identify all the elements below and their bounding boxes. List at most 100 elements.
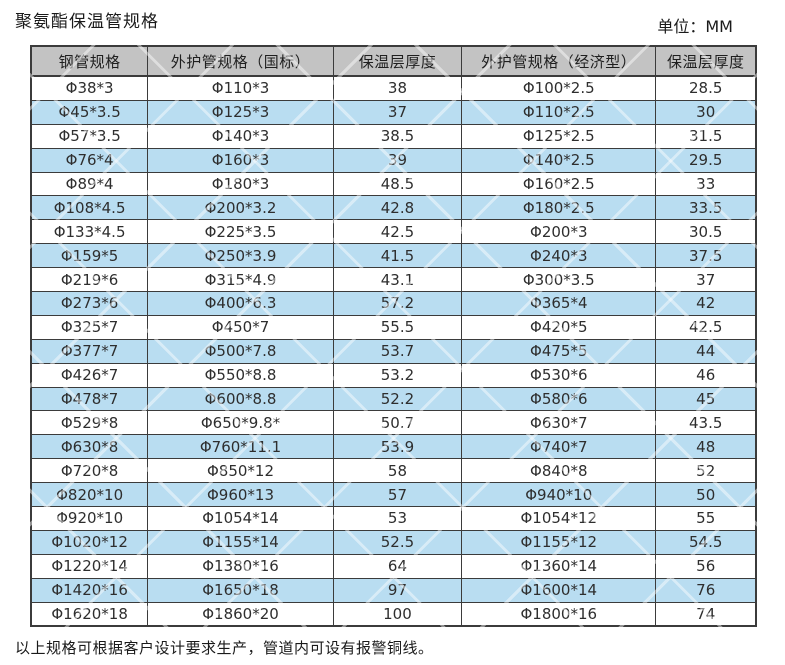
table-cell: 33 [655, 171, 757, 197]
table-row: Φ76*4 Φ160*3 39 Φ140*2.5 29.5 [30, 147, 757, 173]
table-cell: 100 [332, 601, 463, 627]
table-row: Φ1620*18 Φ1860*20 100 Φ1800*16 74 [30, 601, 757, 627]
table-cell: Φ140*3 [147, 123, 334, 149]
table-cell: 55 [655, 506, 757, 531]
table-cell: Φ1420*16 [30, 577, 149, 603]
table-cell: 37 [655, 267, 757, 293]
table-cell: 42 [655, 291, 757, 316]
table-row: Φ377*7 Φ500*7.8 53.7 Φ475*5 44 [30, 338, 757, 364]
table-cell: Φ1800*16 [461, 601, 657, 627]
table-cell: Φ377*7 [30, 338, 149, 364]
table-row: Φ57*3.5 Φ140*3 38.5 Φ125*2.5 31.5 [30, 123, 757, 149]
table-cell: Φ1360*14 [461, 553, 657, 579]
table-cell: Φ530*6 [461, 362, 657, 388]
table-cell: 52 [655, 458, 757, 484]
table-cell: Φ225*3.5 [147, 219, 334, 245]
table-cell: Φ200*3 [461, 219, 657, 245]
table-row: Φ273*6 Φ400*6.3 57.2 Φ365*4 42 [30, 291, 757, 316]
table-row: Φ1420*16 Φ1650*18 97 Φ1600*14 76 [30, 577, 757, 603]
table-cell: 52.2 [332, 386, 463, 412]
table-cell: Φ1860*20 [147, 601, 334, 627]
table-cell: Φ240*3 [461, 243, 657, 269]
table-cell: 42.8 [332, 195, 463, 221]
table-cell: Φ108*4.5 [30, 195, 149, 221]
table-cell: Φ159*5 [30, 243, 149, 269]
table-cell: 97 [332, 577, 463, 603]
table-row: Φ920*10 Φ1054*14 53 Φ1054*12 55 [30, 506, 757, 531]
table-cell: Φ920*10 [30, 506, 149, 531]
table-cell: 58 [332, 458, 463, 484]
table-cell: Φ420*5 [461, 314, 657, 340]
table-cell: Φ325*7 [30, 314, 149, 340]
table-cell: 57.2 [332, 291, 463, 316]
table-cell: Φ850*12 [147, 458, 334, 484]
table-row: Φ820*10 Φ960*13 57 Φ940*10 50 [30, 482, 757, 508]
table-row: Φ89*4 Φ180*3 48.5 Φ160*2.5 33 [30, 171, 757, 197]
table-cell: Φ500*7.8 [147, 338, 334, 364]
table-cell: 50 [655, 482, 757, 508]
table-cell: 31.5 [655, 123, 757, 149]
table-cell: 53.2 [332, 362, 463, 388]
table-cell: Φ1620*18 [30, 601, 149, 627]
table-cell: Φ1054*12 [461, 506, 657, 531]
table-cell: 37 [332, 99, 463, 125]
table-cell: 39 [332, 147, 463, 173]
header-cell: 保温层厚度 [655, 45, 757, 77]
table-cell: 43.1 [332, 267, 463, 293]
table-cell: Φ1155*14 [147, 529, 334, 555]
table-cell: Φ160*2.5 [461, 171, 657, 197]
table-cell: Φ110*2.5 [461, 99, 657, 125]
table-cell: 52.5 [332, 529, 463, 555]
table-cell: 48 [655, 434, 757, 460]
table-cell: 57 [332, 482, 463, 508]
table-cell: Φ400*6.3 [147, 291, 334, 316]
table-cell: 46 [655, 362, 757, 388]
table-cell: 53 [332, 506, 463, 531]
table-cell: Φ475*5 [461, 338, 657, 364]
table-cell: Φ110*3 [147, 75, 334, 101]
table-cell: 28.5 [655, 75, 757, 101]
table-row: Φ219*6 Φ315*4.9 43.1 Φ300*3.5 37 [30, 267, 757, 293]
table-body: Φ38*3 Φ110*3 38 Φ100*2.5 28.5 Φ45*3.5 Φ125*3 37… [30, 75, 757, 627]
table-cell: Φ125*3 [147, 99, 334, 125]
table-row: Φ133*4.5 Φ225*3.5 42.5 Φ200*3 30.5 [30, 219, 757, 245]
table-cell: 33.5 [655, 195, 757, 221]
header-cell: 外护管规格（经济型） [461, 45, 657, 77]
table-cell: 53.7 [332, 338, 463, 364]
table-cell: Φ100*2.5 [461, 75, 657, 101]
table-row: Φ45*3.5 Φ125*3 37 Φ110*2.5 30 [30, 99, 757, 125]
unit-label: 单位：MM [657, 17, 733, 36]
table-cell: Φ1155*12 [461, 529, 657, 555]
table-cell: 42.5 [332, 219, 463, 245]
table-cell: 56 [655, 553, 757, 579]
table-cell: Φ365*4 [461, 291, 657, 316]
spec-table: 钢管规格 外护管规格（国标） 保温层厚度 外护管规格（经济型） 保温层厚度 Φ38*3 Φ… [30, 45, 757, 628]
table-cell: Φ478*7 [30, 386, 149, 412]
footnote: 以上规格可根据客户设计要求生产，管道内可设有报警铜线。 [15, 639, 434, 657]
table-cell: 38 [332, 75, 463, 101]
table-cell: Φ273*6 [30, 291, 149, 316]
table-cell: Φ720*8 [30, 458, 149, 484]
table-cell: Φ1600*14 [461, 577, 657, 603]
table-cell: Φ140*2.5 [461, 147, 657, 173]
table-cell: Φ180*2.5 [461, 195, 657, 221]
table-cell: 44 [655, 338, 757, 364]
table-cell: Φ300*3.5 [461, 267, 657, 293]
table-cell: Φ315*4.9 [147, 267, 334, 293]
table-cell: 30 [655, 99, 757, 125]
table-cell: Φ250*3.9 [147, 243, 334, 269]
table-cell: 74 [655, 601, 757, 627]
table-cell: 37.5 [655, 243, 757, 269]
table-cell: Φ529*8 [30, 410, 149, 436]
table-cell: Φ760*11.1 [147, 434, 334, 460]
table-row: Φ720*8 Φ850*12 58 Φ840*8 52 [30, 458, 757, 484]
table-cell: Φ600*8.8 [147, 386, 334, 412]
header-row: 钢管规格 外护管规格（国标） 保温层厚度 外护管规格（经济型） 保温层厚度 [30, 45, 757, 77]
table-cell: Φ650*9.8* [147, 410, 334, 436]
table-row: Φ630*8 Φ760*11.1 53.9 Φ740*7 48 [30, 434, 757, 460]
table-cell: 55.5 [332, 314, 463, 340]
table-row: Φ426*7 Φ550*8.8 53.2 Φ530*6 46 [30, 362, 757, 388]
table-cell: 43.5 [655, 410, 757, 436]
table-row: Φ478*7 Φ600*8.8 52.2 Φ580*6 45 [30, 386, 757, 412]
